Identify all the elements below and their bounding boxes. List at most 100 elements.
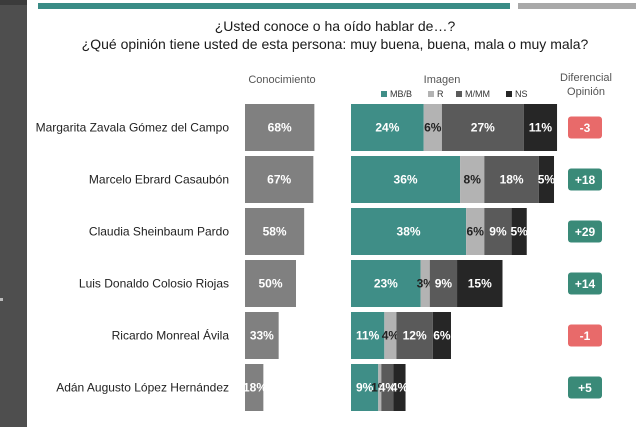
imagen-label-r: 4% [382,329,400,343]
imagen-segment-mbb [351,156,461,203]
imagen-label-mmm: 9% [489,225,507,239]
conocimiento-label: 18% [243,381,267,395]
imagen-segment-ns [511,208,527,255]
imagen-segment-r [384,312,397,359]
imagen-segment-mbb [351,364,379,411]
imagen-segment-r [466,208,485,255]
imagen-segment-mmm [484,208,512,255]
chart-subtitle: ¿Qué opinión tiene usted de esta persona… [81,36,589,52]
imagen-label-mbb: 11% [356,329,380,343]
imagen-segment-r [378,364,382,411]
imagen-label-mmm: 9% [435,277,453,291]
diferencial-label: +18 [575,173,596,187]
imagen-label-ns: 6% [433,329,451,343]
header-conocimiento: Conocimiento [248,74,316,86]
imagen-segment-mmm [396,312,433,359]
imagen-segment-mbb [351,260,421,307]
imagen-label-r: 8% [464,173,482,187]
diferencial-badge [568,324,602,347]
diferencial-label: -3 [580,121,591,135]
top-accent-teal [38,3,510,9]
conocimiento-bar [245,208,305,255]
diferencial-label: +14 [575,277,596,291]
diferencial-label: -1 [580,329,591,343]
imagen-label-mbb: 23% [374,277,398,291]
candidate-name: Adán Augusto López Hernández [56,381,229,395]
side-panel-mark [0,298,3,301]
imagen-label-mbb: 9% [356,381,374,395]
conocimiento-label: 33% [250,329,274,343]
candidate-name: Ricardo Monreal Ávila [112,328,230,343]
imagen-segment-mbb [351,104,424,151]
candidate-name: Luis Donaldo Colosio Riojas [79,277,229,291]
imagen-label-ns: 11% [529,121,553,135]
imagen-label-mmm: 18% [500,173,524,187]
legend-item-ns: NS [506,89,528,99]
legend-item-mbb: MB/B [381,89,412,99]
header-diferencial: Diferencial Opinión [548,72,624,98]
imagen-segment-mbb [351,312,385,359]
imagen-label-ns: 15% [468,277,492,291]
conocimiento-bar [245,156,314,203]
conocimiento-label: 67% [267,173,291,187]
imagen-label-mbb: 36% [394,173,418,187]
diferencial-badge [568,272,602,295]
conocimiento-bar [245,312,279,359]
legend-label-ns: NS [515,89,528,99]
imagen-label-mmm: 27% [471,121,495,135]
imagen-segment-ns [523,104,558,151]
diferencial-badge [568,168,602,191]
candidate-name: Marcelo Ebrard Casaubón [89,173,229,187]
diferencial-badge [568,220,602,243]
candidate-name: Claudia Sheinbaum Pardo [89,225,229,239]
conocimiento-label: 50% [258,277,282,291]
header-diferencial-line1: Diferencial [560,72,612,84]
imagen-label-mmm: 12% [403,329,427,343]
imagen-label-mmm: 4% [379,381,397,395]
legend-swatch-r [428,91,434,97]
diferencial-label: +29 [575,225,596,239]
imagen-segment-ns [538,156,555,203]
legend-swatch-ns [506,91,512,97]
diferencial-badge [568,376,602,399]
imagen-label-mbb: 38% [397,225,421,239]
diferencial-badge [568,116,602,139]
conocimiento-label: 68% [268,121,292,135]
imagen-segment-mmm [429,260,458,307]
legend-item-mmm: M/MM [456,89,490,99]
imagen-label-ns: 5% [510,225,528,239]
legend-swatch-mmm [456,91,462,97]
top-accent-dark [0,0,27,5]
left-side-panel [0,0,27,427]
imagen-label-mbb: 24% [375,121,399,135]
imagen-segment-mmm [484,156,539,203]
legend-item-r: R [428,89,444,99]
imagen-segment-ns [432,312,451,359]
imagen-segment-mmm [441,104,524,151]
conocimiento-bar [245,364,264,411]
imagen-segment-r [460,156,485,203]
imagen-label-ns: 4% [391,381,409,395]
imagen-segment-r [420,260,430,307]
imagen-segment-mbb [351,208,467,255]
legend-label-mbb: MB/B [390,89,413,99]
candidate-name: Margarita Zavala Gómez del Campo [36,121,230,135]
top-accent-gray [518,3,636,9]
legend-swatch-mbb [381,91,387,97]
conocimiento-bar [245,104,315,151]
imagen-segment-r [423,104,442,151]
header-diferencial-line2: Opinión [567,86,605,98]
legend-label-r: R [437,89,444,99]
imagen-segment-ns [457,260,503,307]
header-imagen: Imagen [423,74,461,86]
chart-title: ¿Usted conoce o ha oído hablar de…? [214,18,456,34]
imagen-segment-mmm [381,364,394,411]
conocimiento-bar [245,260,296,307]
imagen-label-r: 6% [424,121,442,135]
legend-label-mmm: M/MM [465,89,490,99]
conocimiento-label: 58% [263,225,287,239]
imagen-segment-ns [393,364,406,411]
diferencial-label: +5 [578,381,592,395]
imagen-label-ns: 5% [538,173,556,187]
